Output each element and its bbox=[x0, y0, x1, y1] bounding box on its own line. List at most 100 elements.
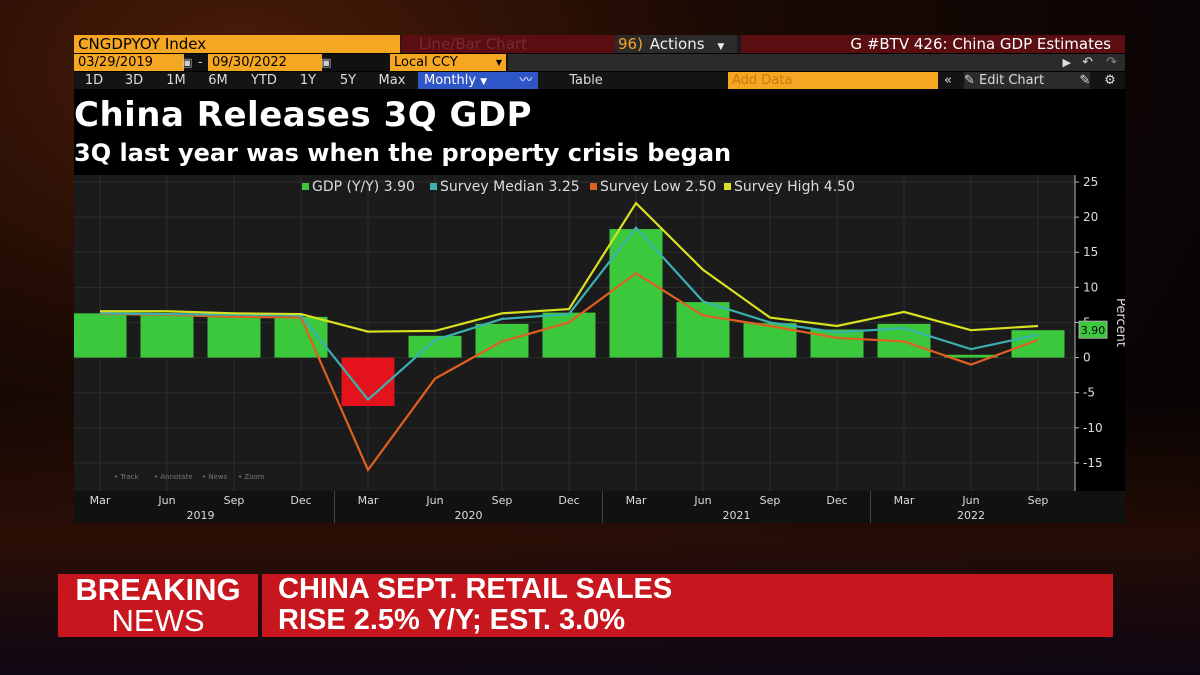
x-tick-label: Sep bbox=[1028, 494, 1049, 507]
x-tick-label: Mar bbox=[626, 494, 647, 507]
gdp-chart: -15-10-50510152025Percent3.90MarJunSepDe… bbox=[74, 175, 1125, 523]
y-tick-label: 15 bbox=[1083, 245, 1098, 259]
legend-label: Survey High 4.50 bbox=[734, 179, 855, 195]
gdp-bar bbox=[944, 354, 998, 358]
x-tick-label: Sep bbox=[224, 494, 245, 507]
breaking-news-headline: CHINA SEPT. RETAIL SALES RISE 2.5% Y/Y; … bbox=[262, 574, 1113, 637]
undo-icon[interactable]: ↶ bbox=[1082, 55, 1093, 70]
gdp-bar bbox=[542, 312, 596, 358]
collapse-icon[interactable]: « bbox=[944, 73, 952, 88]
legend-swatch bbox=[590, 183, 597, 190]
legend-swatch bbox=[724, 183, 731, 190]
x-tick-label: Jun bbox=[157, 494, 175, 507]
pencil-icon: ✎ bbox=[964, 73, 980, 88]
range-button[interactable]: 1D bbox=[84, 73, 104, 88]
legend-label: Survey Low 2.50 bbox=[600, 179, 716, 195]
survey-low-line bbox=[99, 271, 1039, 473]
x-tick-label: Mar bbox=[358, 494, 379, 507]
chevron-down-icon: ▼ bbox=[480, 77, 488, 87]
legend-swatch bbox=[430, 183, 437, 190]
mini-tool-label: • Track bbox=[114, 473, 140, 481]
y-tick-label: -15 bbox=[1083, 456, 1103, 470]
last-value-badge bbox=[1078, 320, 1108, 339]
y-axis-title: Percent bbox=[1113, 298, 1125, 347]
chevron-down-icon: ▼ bbox=[717, 42, 725, 52]
x-axis-band bbox=[74, 491, 1125, 523]
x-tick-label: Mar bbox=[90, 494, 111, 507]
mini-tool-label: • News bbox=[202, 473, 228, 481]
x-tick-label: Dec bbox=[826, 494, 847, 507]
range-button[interactable]: 1Y bbox=[299, 73, 317, 88]
range-button[interactable]: Max bbox=[378, 73, 406, 88]
actions-menu[interactable]: 96) Actions ▼ bbox=[615, 35, 737, 53]
date-separator: - bbox=[198, 55, 203, 70]
range-button[interactable]: 3D bbox=[124, 73, 144, 88]
pencil-icon[interactable]: ✎ bbox=[1079, 73, 1091, 88]
gdp-bar bbox=[74, 313, 127, 358]
last-value-label: 3.90 bbox=[1081, 324, 1106, 337]
add-data-field[interactable]: Add Data bbox=[728, 72, 938, 89]
legend-swatch bbox=[302, 183, 309, 190]
y-tick-label: 0 bbox=[1083, 351, 1091, 365]
period-select[interactable]: Monthly ▼ bbox=[418, 72, 514, 89]
ticker-field[interactable]: CNGDPYOY Index bbox=[74, 35, 400, 53]
gdp-bar bbox=[140, 315, 194, 358]
breaking-news-label: BREAKING NEWS bbox=[58, 574, 258, 637]
gdp-bar bbox=[1011, 330, 1065, 358]
end-date-field[interactable]: 09/30/2022 bbox=[208, 54, 322, 71]
headline-line1: CHINA SEPT. RETAIL SALES bbox=[278, 573, 673, 605]
x-tick-label: Sep bbox=[492, 494, 513, 507]
headline-line2: RISE 2.5% Y/Y; EST. 3.0% bbox=[278, 604, 626, 636]
x-year-label: 2020 bbox=[455, 509, 483, 522]
actions-code: 96) bbox=[618, 35, 643, 53]
redo-icon[interactable]: ↷ bbox=[1106, 55, 1117, 70]
gear-icon[interactable]: ⚙ bbox=[1104, 73, 1116, 88]
edit-chart-button[interactable]: ✎ Edit Chart bbox=[964, 72, 1090, 89]
chart-headline-title: China Releases 3Q GDP bbox=[74, 95, 533, 135]
legend-label: Survey Median 3.25 bbox=[440, 179, 580, 195]
y-tick-label: 20 bbox=[1083, 210, 1098, 224]
x-tick-label: Mar bbox=[894, 494, 915, 507]
calendar-icon[interactable]: ▣ bbox=[321, 56, 332, 69]
range-button[interactable]: 5Y bbox=[339, 73, 357, 88]
x-tick-label: Jun bbox=[425, 494, 443, 507]
survey-median-line bbox=[99, 225, 1039, 402]
range-button[interactable]: YTD bbox=[251, 73, 277, 88]
y-tick-label: 25 bbox=[1083, 175, 1098, 189]
play-icon[interactable]: ▶ bbox=[1062, 56, 1071, 69]
edit-chart-label: Edit Chart bbox=[979, 73, 1045, 88]
toolbar-row-3: 1D 3D 1M 6M YTD 1Y 5Y Max Monthly ▼ 〰 Ta… bbox=[74, 72, 1125, 89]
x-tick-label: Jun bbox=[693, 494, 711, 507]
chart-headline-subtitle: 3Q last year was when the property crisi… bbox=[74, 139, 732, 167]
template-title[interactable]: G #BTV 426: China GDP Estimates bbox=[741, 35, 1125, 53]
gdp-bar bbox=[676, 302, 730, 358]
y-tick-label: -5 bbox=[1083, 386, 1095, 400]
line-chart-icon[interactable]: 〰 bbox=[514, 72, 538, 89]
toolbar-row-2: 03/29/2019 ▣ - 09/30/2022 ▣ Local CCY ▼ … bbox=[74, 54, 1125, 71]
currency-select[interactable]: Local CCY bbox=[390, 54, 494, 71]
breaking-label-line1: BREAKING bbox=[75, 572, 241, 607]
y-tick-label: 10 bbox=[1083, 280, 1098, 294]
start-date-field[interactable]: 03/29/2019 bbox=[74, 54, 184, 71]
mini-tool-label: • Zoom bbox=[238, 473, 265, 481]
gdp-bar bbox=[207, 316, 261, 358]
toolbar-filler: ▶ ↶ ↷ bbox=[508, 54, 1125, 71]
x-tick-label: Dec bbox=[558, 494, 579, 507]
actions-label: Actions bbox=[649, 35, 705, 53]
calendar-icon[interactable]: ▣ bbox=[182, 56, 193, 69]
x-tick-label: Sep bbox=[760, 494, 781, 507]
x-tick-label: Jun bbox=[961, 494, 979, 507]
range-button[interactable]: 6M bbox=[208, 73, 228, 88]
x-year-label: 2019 bbox=[187, 509, 215, 522]
legend-label: GDP (Y/Y) 3.90 bbox=[312, 179, 415, 195]
toolbar-row-1: CNGDPYOY Index Line/Bar Chart 96) Action… bbox=[74, 35, 1125, 53]
x-tick-label: Dec bbox=[290, 494, 311, 507]
x-year-label: 2021 bbox=[723, 509, 751, 522]
chevron-down-icon[interactable]: ▼ bbox=[492, 54, 506, 71]
survey-high-line bbox=[100, 201, 1039, 333]
range-button[interactable]: 1M bbox=[166, 73, 186, 88]
table-button[interactable]: Table bbox=[569, 73, 603, 88]
breaking-label-line2: NEWS bbox=[111, 603, 205, 638]
chart-type-menu[interactable]: Line/Bar Chart bbox=[401, 35, 629, 53]
y-tick-label: -10 bbox=[1083, 421, 1103, 435]
